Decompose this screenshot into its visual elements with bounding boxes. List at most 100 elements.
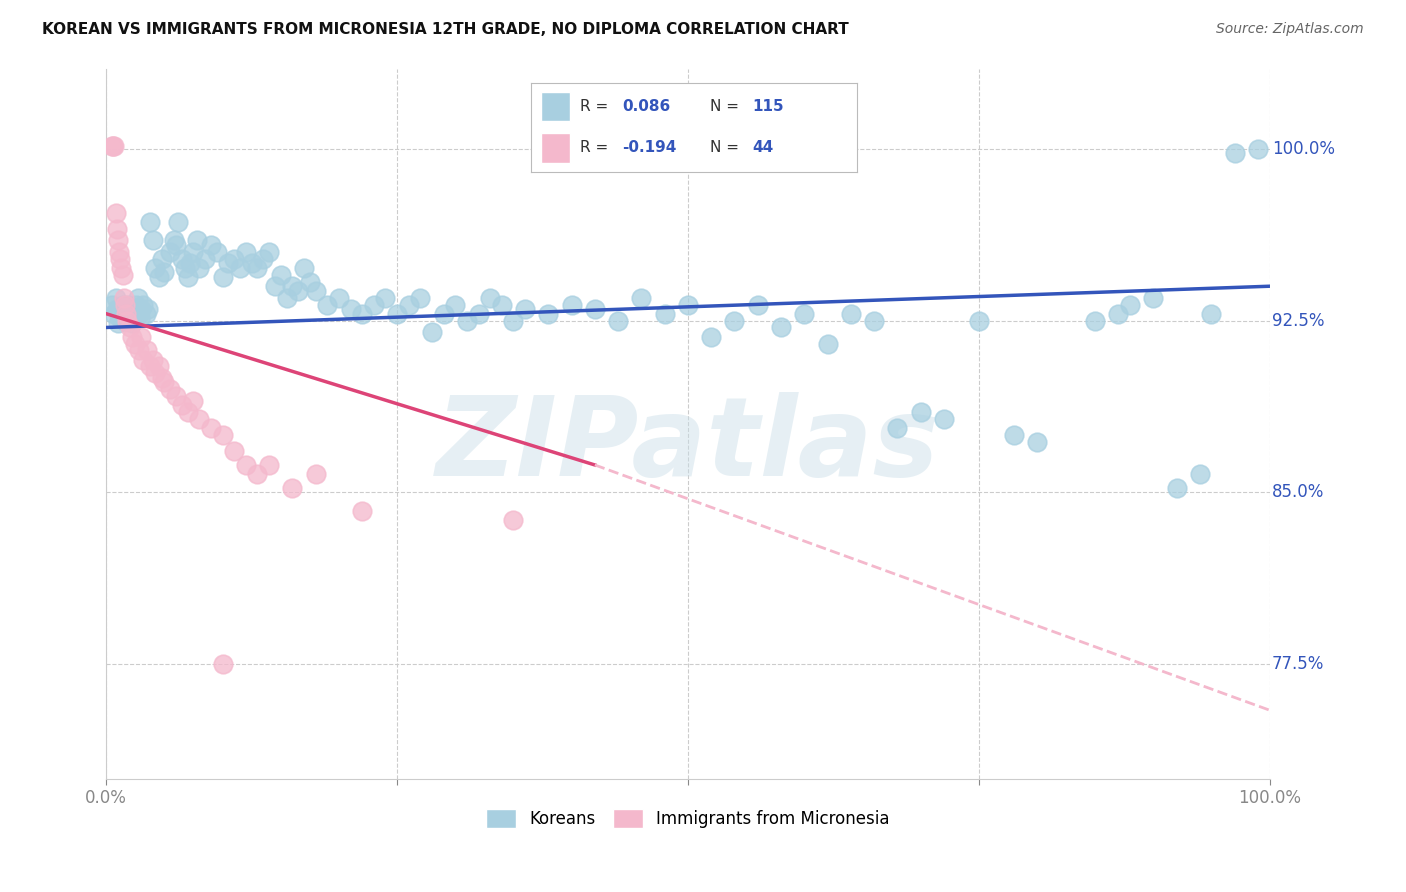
Point — [142, 233, 165, 247]
Point — [194, 252, 217, 266]
Point — [128, 343, 150, 358]
Point — [153, 265, 176, 279]
Point — [433, 307, 456, 321]
Point — [252, 252, 274, 266]
Point — [793, 307, 815, 321]
Point — [229, 260, 252, 275]
Point — [246, 260, 269, 275]
Point — [292, 260, 315, 275]
Point — [103, 307, 125, 321]
Point — [179, 256, 201, 270]
Point — [108, 252, 131, 266]
Point — [118, 320, 141, 334]
Point — [281, 279, 304, 293]
Point — [352, 504, 374, 518]
Point — [105, 222, 128, 236]
Point — [115, 307, 138, 321]
Point — [188, 260, 211, 275]
Point — [108, 311, 131, 326]
Point — [932, 412, 955, 426]
Point — [124, 307, 146, 321]
Point — [117, 297, 139, 311]
Point — [139, 359, 162, 374]
Point — [363, 297, 385, 311]
Point — [479, 291, 502, 305]
Point — [143, 367, 166, 381]
Point — [839, 307, 862, 321]
Point — [328, 291, 350, 305]
Point — [246, 467, 269, 482]
Point — [910, 405, 932, 419]
Point — [502, 313, 524, 327]
Point — [654, 307, 676, 321]
Point — [1188, 467, 1211, 482]
Point — [107, 316, 129, 330]
Point — [264, 279, 287, 293]
Point — [101, 297, 124, 311]
Point — [276, 291, 298, 305]
Text: 92.5%: 92.5% — [1272, 311, 1324, 330]
Point — [176, 405, 198, 419]
Point — [165, 389, 187, 403]
Point — [118, 311, 141, 326]
Point — [1166, 481, 1188, 495]
Point — [128, 307, 150, 321]
Point — [235, 458, 257, 472]
Point — [132, 297, 155, 311]
Point — [150, 252, 173, 266]
Point — [270, 268, 292, 282]
Point — [200, 421, 222, 435]
Point — [104, 291, 127, 305]
Point — [316, 297, 339, 311]
Point — [110, 260, 132, 275]
Text: 85.0%: 85.0% — [1272, 483, 1324, 501]
Point — [700, 329, 723, 343]
Point — [104, 206, 127, 220]
Point — [385, 307, 408, 321]
Point — [174, 260, 197, 275]
Point — [188, 412, 211, 426]
Point — [103, 139, 125, 153]
Point — [444, 297, 467, 311]
Point — [304, 467, 326, 482]
Point — [159, 382, 181, 396]
Point — [148, 359, 170, 374]
Point — [127, 291, 149, 305]
Text: KOREAN VS IMMIGRANTS FROM MICRONESIA 12TH GRADE, NO DIPLOMA CORRELATION CHART: KOREAN VS IMMIGRANTS FROM MICRONESIA 12T… — [42, 22, 849, 37]
Point — [1002, 428, 1025, 442]
Point — [111, 268, 134, 282]
Point — [170, 398, 193, 412]
Point — [211, 428, 233, 442]
Point — [167, 215, 190, 229]
Point — [398, 297, 420, 311]
Point — [183, 244, 205, 259]
Point — [287, 284, 309, 298]
Point — [352, 307, 374, 321]
Point — [240, 256, 263, 270]
Legend: Koreans, Immigrants from Micronesia: Koreans, Immigrants from Micronesia — [479, 802, 896, 835]
Point — [224, 252, 246, 266]
Point — [769, 320, 792, 334]
Point — [235, 244, 257, 259]
Point — [420, 325, 443, 339]
Point — [1107, 307, 1129, 321]
Point — [224, 444, 246, 458]
Point — [176, 270, 198, 285]
Point — [863, 313, 886, 327]
Point — [120, 307, 142, 321]
Point — [107, 233, 129, 247]
Point — [186, 233, 208, 247]
Point — [1142, 291, 1164, 305]
Point — [105, 302, 128, 317]
Point — [153, 376, 176, 390]
Text: 77.5%: 77.5% — [1272, 656, 1324, 673]
Point — [723, 313, 745, 327]
Point — [374, 291, 396, 305]
Point — [115, 313, 138, 327]
Point — [111, 297, 134, 311]
Point — [114, 297, 136, 311]
Point — [281, 481, 304, 495]
Point — [1084, 313, 1107, 327]
Point — [205, 244, 228, 259]
Point — [200, 238, 222, 252]
